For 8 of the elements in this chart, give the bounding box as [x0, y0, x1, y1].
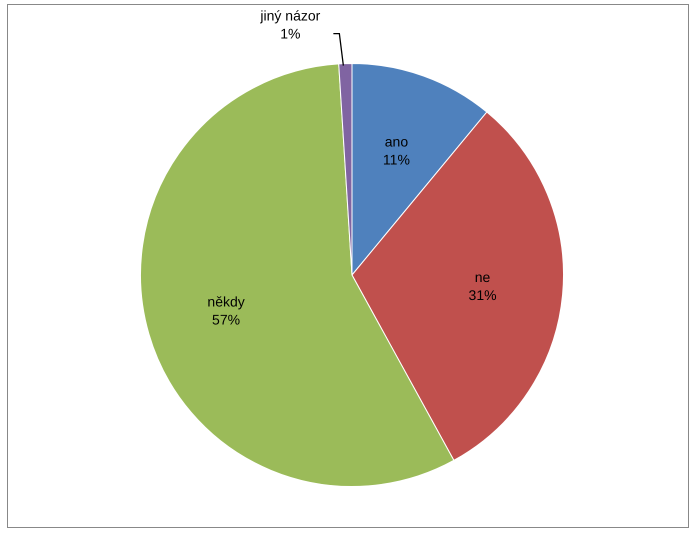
slice-label: někdy [207, 293, 245, 310]
data-label: 57% [212, 311, 240, 328]
slice-label: ano [384, 133, 408, 150]
data-label: 1% [280, 25, 300, 42]
slice-label: jiný názor [259, 7, 321, 24]
slice-label: ne [474, 269, 491, 286]
data-label: 31% [468, 287, 497, 304]
data-label: 11% [382, 151, 410, 168]
